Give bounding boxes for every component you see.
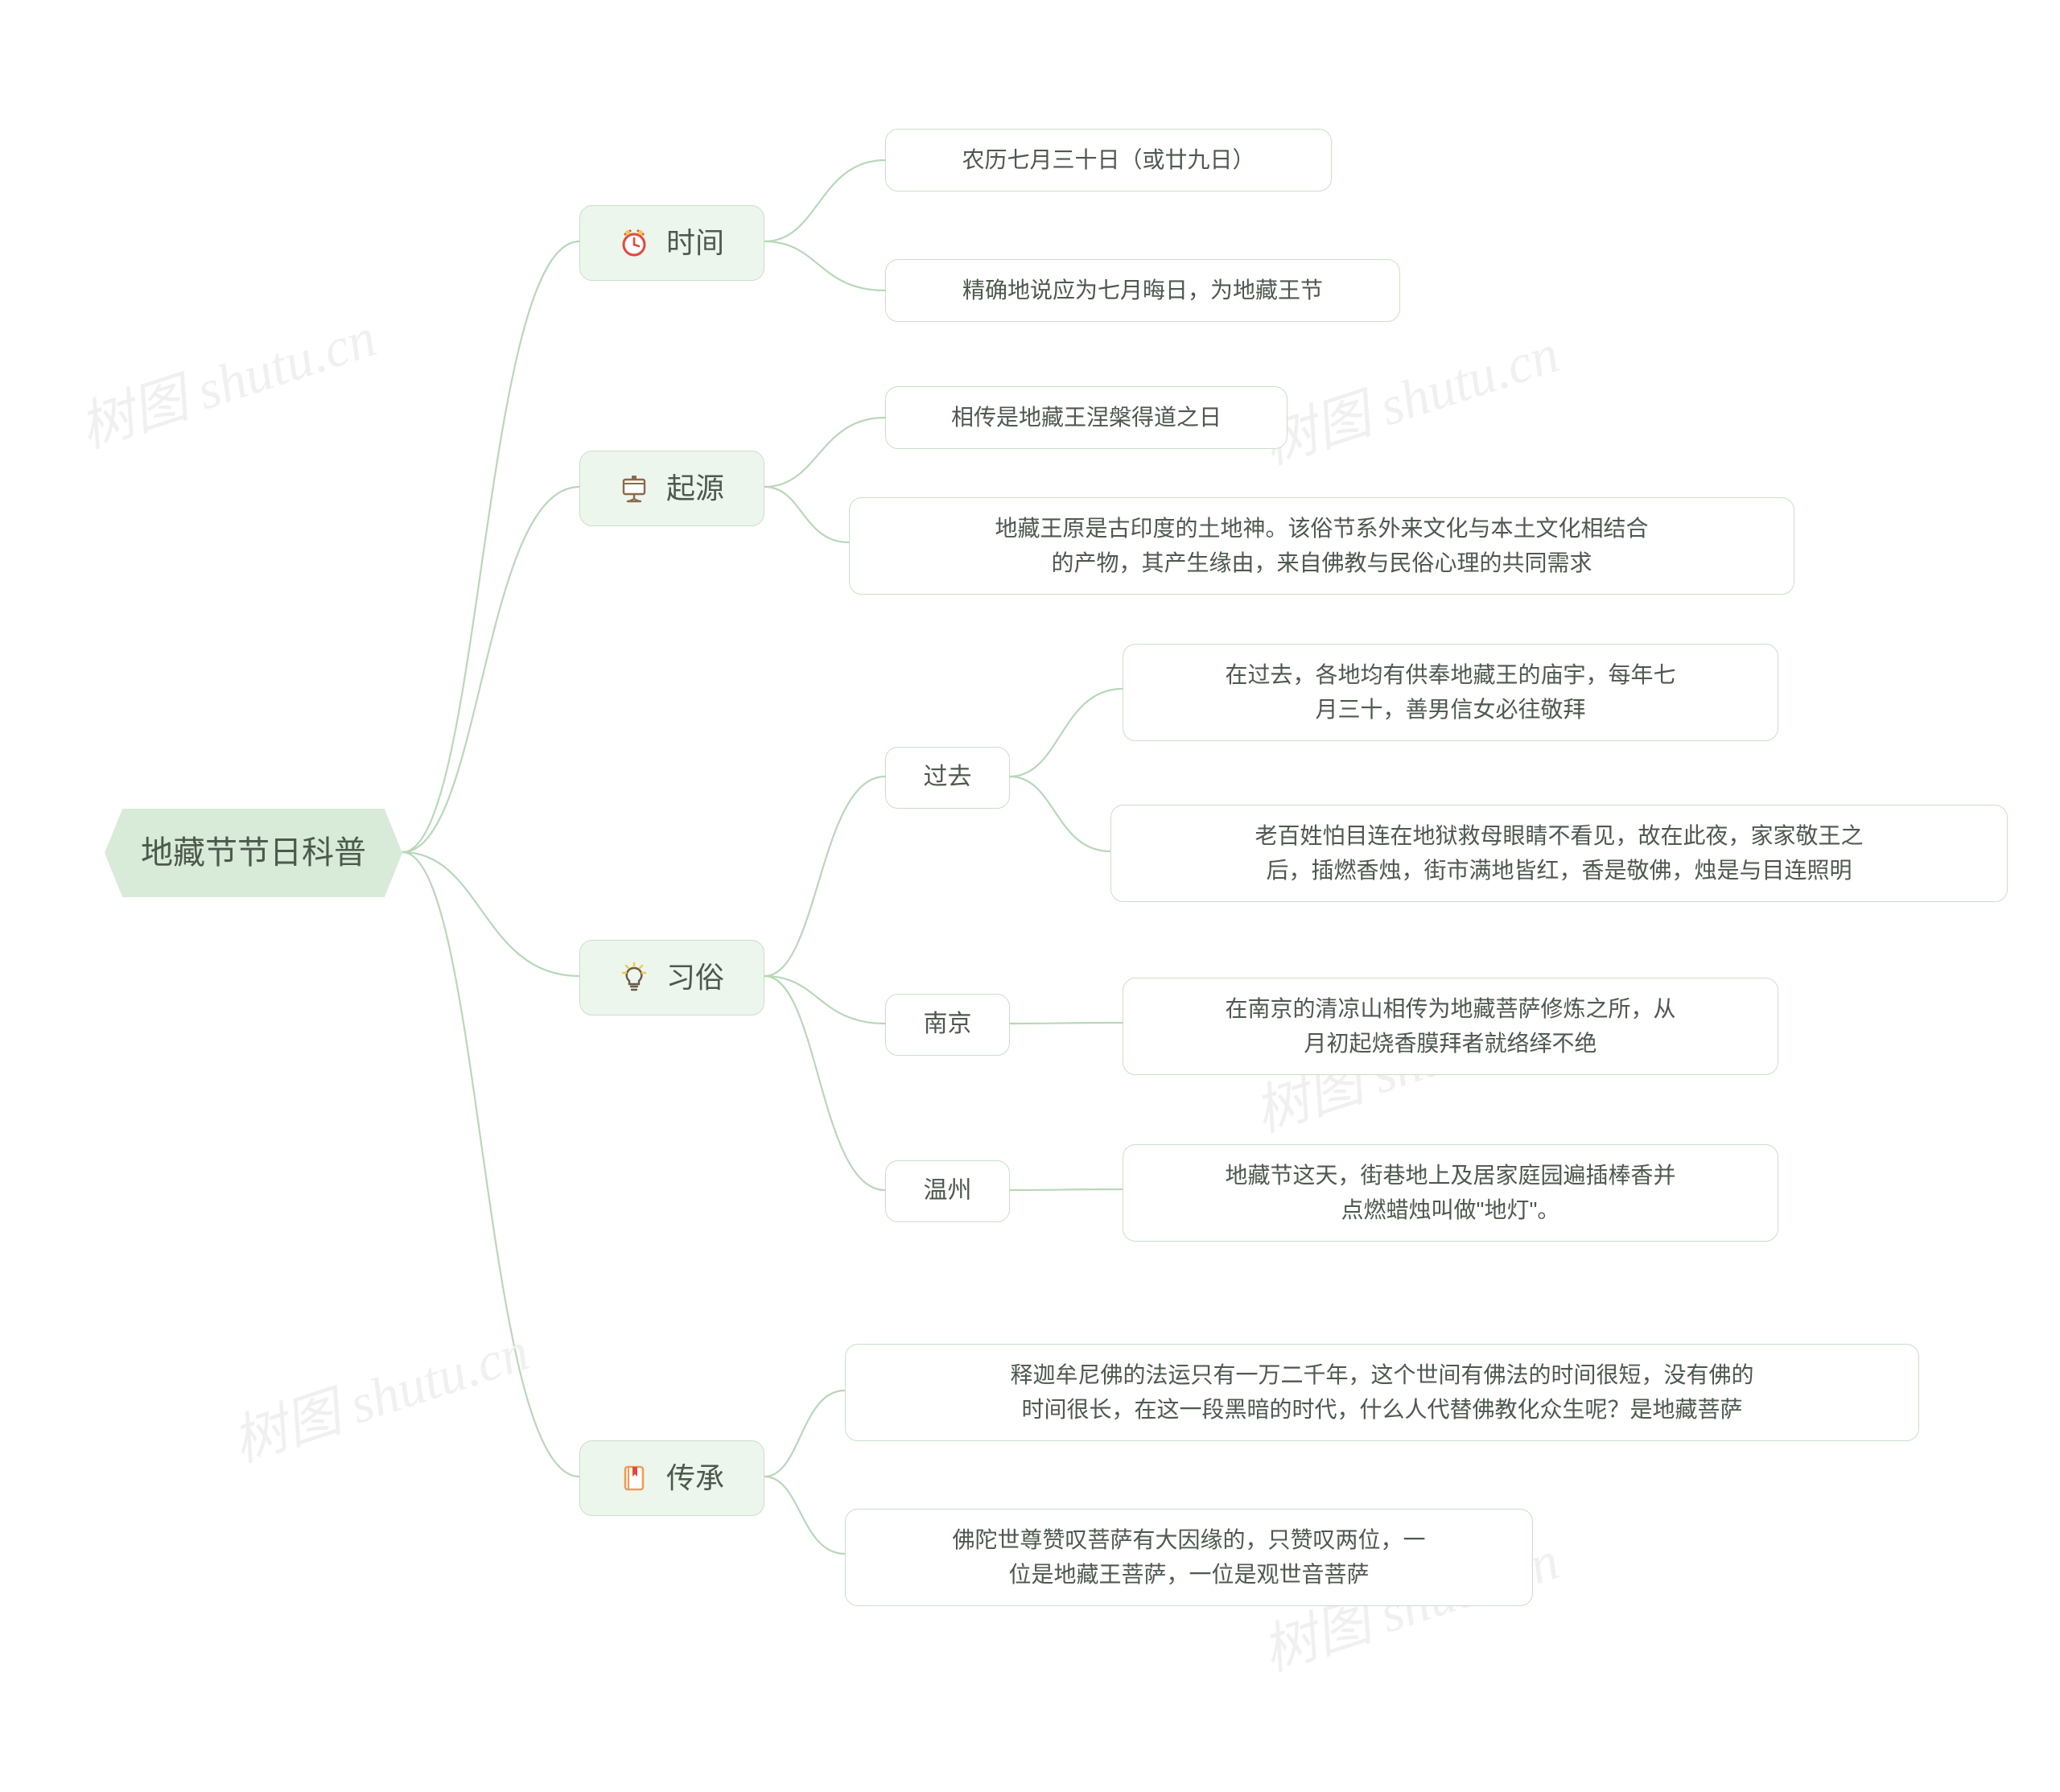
branch-origin[interactable]: 起源 — [579, 451, 764, 526]
watermark: 树图 shutu.cn — [220, 1306, 537, 1477]
leaf-nanjing-1-label: 在南京的清凉山相传为地藏菩萨修炼之所，从 月初起烧香膜拜者就络绎不绝 — [1225, 991, 1675, 1061]
leaf-origin-1[interactable]: 相传是地藏王涅槃得道之日 — [885, 386, 1288, 449]
leaf-origin-2-label: 地藏王原是古印度的土地神。该俗节系外来文化与本土文化相结合 的产物，其产生缘由，… — [995, 511, 1648, 581]
leaf-past-2[interactable]: 老百姓怕目连在地狱救母眼睛不看见，故在此夜，家家敬王之 后，插燃香烛，街市满地皆… — [1110, 805, 2008, 902]
watermark: 树图 shutu.cn — [1250, 308, 1567, 479]
leaf-past-1-label: 在过去，各地均有供奉地藏王的庙宇，每年七 月三十，善男信女必往敬拜 — [1225, 657, 1675, 727]
book-icon — [616, 1460, 652, 1496]
leaf-legacy-2[interactable]: 佛陀世尊赞叹菩萨有大因缘的，只赞叹两位，一 位是地藏王菩萨，一位是观世音菩萨 — [845, 1509, 1533, 1606]
branch-origin-label: 起源 — [666, 466, 724, 511]
board-icon — [616, 471, 652, 506]
leaf-past-1[interactable]: 在过去，各地均有供奉地藏王的庙宇，每年七 月三十，善男信女必往敬拜 — [1123, 644, 1778, 741]
sub-past-label: 过去 — [924, 759, 972, 797]
branch-time-label: 时间 — [666, 220, 724, 266]
sub-wenzhou-label: 温州 — [924, 1172, 972, 1210]
branch-custom[interactable]: 习俗 — [579, 940, 764, 1015]
root-node[interactable]: 地藏节节日科普 — [105, 809, 402, 897]
diagram-stage: 树图 shutu.cn树图 shutu.cn树图 shutu.cn树图 shut… — [0, 0, 2060, 1792]
clock-icon — [616, 225, 652, 261]
leaf-legacy-1-label: 释迦牟尼佛的法运只有一万二千年，这个世间有佛法的时间很短，没有佛的 时间很长，在… — [1010, 1357, 1753, 1427]
branch-legacy[interactable]: 传承 — [579, 1440, 764, 1516]
leaf-nanjing-1[interactable]: 在南京的清凉山相传为地藏菩萨修炼之所，从 月初起烧香膜拜者就络绎不绝 — [1123, 978, 1778, 1075]
sub-nanjing-label: 南京 — [924, 1006, 972, 1044]
leaf-legacy-1[interactable]: 释迦牟尼佛的法运只有一万二千年，这个世间有佛法的时间很短，没有佛的 时间很长，在… — [845, 1344, 1919, 1441]
leaf-wenzhou-1[interactable]: 地藏节这天，街巷地上及居家庭园遍插棒香并 点燃蜡烛叫做"地灯"。 — [1123, 1144, 1778, 1242]
sub-wenzhou[interactable]: 温州 — [885, 1160, 1010, 1222]
leaf-time-2[interactable]: 精确地说应为七月晦日，为地藏王节 — [885, 259, 1400, 322]
leaf-origin-1-label: 相传是地藏王涅槃得道之日 — [951, 400, 1222, 435]
leaf-time-1[interactable]: 农历七月三十日（或廿九日） — [885, 129, 1332, 192]
sub-nanjing[interactable]: 南京 — [885, 994, 1010, 1056]
leaf-past-2-label: 老百姓怕目连在地狱救母眼睛不看见，故在此夜，家家敬王之 后，插燃香烛，街市满地皆… — [1255, 818, 1863, 888]
branch-time[interactable]: 时间 — [579, 205, 764, 281]
bulb-icon — [616, 960, 652, 995]
sub-past[interactable]: 过去 — [885, 747, 1010, 809]
leaf-wenzhou-1-label: 地藏节这天，街巷地上及居家庭园遍插棒香并 点燃蜡烛叫做"地灯"。 — [1225, 1158, 1675, 1228]
watermark: 树图 shutu.cn — [68, 292, 384, 463]
leaf-time-1-label: 农历七月三十日（或廿九日） — [962, 142, 1255, 177]
branch-legacy-label: 传承 — [666, 1456, 724, 1501]
leaf-legacy-2-label: 佛陀世尊赞叹菩萨有大因缘的，只赞叹两位，一 位是地藏王菩萨，一位是观世音菩萨 — [952, 1522, 1425, 1592]
root-node-label: 地藏节节日科普 — [141, 828, 366, 878]
branch-custom-label: 习俗 — [666, 955, 724, 1000]
leaf-time-2-label: 精确地说应为七月晦日，为地藏王节 — [962, 273, 1323, 307]
leaf-origin-2[interactable]: 地藏王原是古印度的土地神。该俗节系外来文化与本土文化相结合 的产物，其产生缘由，… — [849, 497, 1794, 595]
